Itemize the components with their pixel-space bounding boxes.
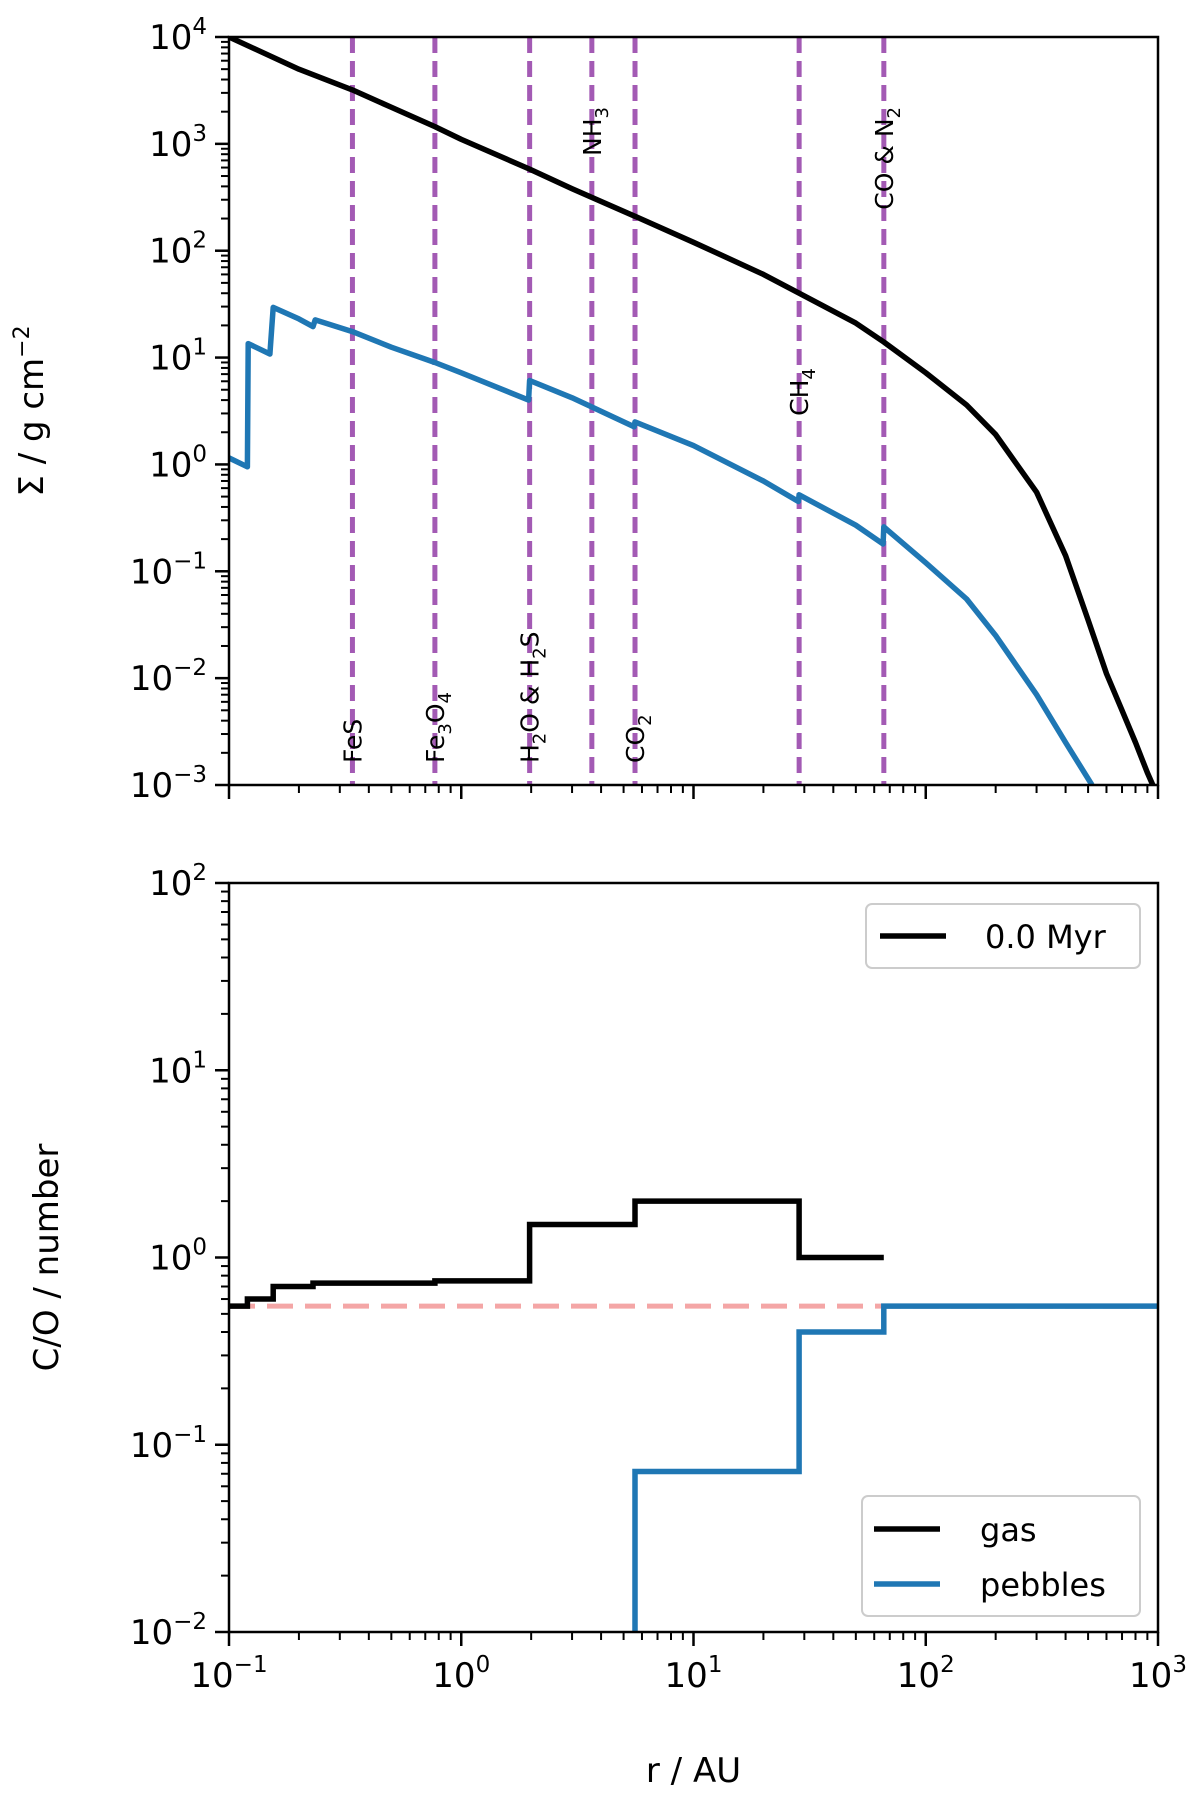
y-tick-label: 100 bbox=[149, 1235, 207, 1279]
tick-base: 10 bbox=[130, 1426, 173, 1466]
tick-base: 10 bbox=[149, 1239, 192, 1279]
x-axis-title: r / AU bbox=[646, 1751, 741, 1791]
y-tick-label: 102 bbox=[149, 228, 207, 272]
snowline-label-part: CH bbox=[785, 380, 814, 416]
series-pebbles-line bbox=[632, 1303, 1158, 1632]
tick-exponent: 0 bbox=[192, 441, 207, 467]
tick-exponent: 4 bbox=[192, 14, 207, 40]
tick-exponent: 3 bbox=[1172, 1652, 1187, 1678]
y-tick-label: 101 bbox=[149, 335, 207, 379]
snowline-label-part: 3 bbox=[435, 723, 456, 734]
tick-base: 10 bbox=[149, 18, 192, 58]
y-tick-label: 100 bbox=[149, 441, 207, 485]
tick-base: 10 bbox=[665, 1656, 708, 1696]
y-tick-label: 102 bbox=[149, 860, 207, 904]
snowline-label-part: NH bbox=[578, 118, 607, 156]
legend-gas-label: gas bbox=[980, 1511, 1037, 1549]
tick-base: 10 bbox=[149, 125, 192, 165]
x-tick-label: 102 bbox=[897, 1652, 955, 1696]
bottom-y-axis-title: C/O / number bbox=[27, 1144, 67, 1372]
snowline-label-part: H bbox=[516, 744, 545, 763]
y-tick-label: 101 bbox=[149, 1047, 207, 1091]
tick-exponent: 2 bbox=[192, 228, 207, 254]
series-gas-line bbox=[229, 1198, 884, 1309]
tick-exponent: −1 bbox=[173, 1422, 207, 1448]
tick-base: 10 bbox=[130, 552, 173, 592]
legend-species: gas pebbles bbox=[861, 1495, 1141, 1617]
series-pebbles-line bbox=[229, 304, 1095, 785]
top-y-axis-title: Σ / g cm−2 bbox=[10, 325, 52, 496]
snowline-label-part: CO & N bbox=[870, 118, 899, 209]
tick-base: 10 bbox=[130, 659, 173, 699]
x-tick-label: 103 bbox=[1129, 1652, 1187, 1696]
tick-exponent: −2 bbox=[173, 1609, 207, 1635]
snowline-label-part: 3 bbox=[592, 107, 613, 118]
snowline-label-part: S bbox=[516, 632, 545, 648]
y-tick-label: 103 bbox=[149, 121, 207, 165]
snowline-label-part: 2 bbox=[530, 733, 551, 744]
legend-pebbles-label: pebbles bbox=[980, 1566, 1106, 1604]
snowline-label: NH3 bbox=[578, 107, 613, 156]
y-tick-label: 10−1 bbox=[130, 548, 207, 592]
tick-exponent: 1 bbox=[708, 1652, 723, 1678]
tick-exponent: −1 bbox=[173, 548, 207, 574]
snowline-label-part: FeS bbox=[338, 719, 367, 763]
snowline-label-part: O bbox=[421, 703, 450, 723]
legend-time: 0.0 Myr bbox=[865, 903, 1141, 969]
tick-exponent: −3 bbox=[173, 762, 207, 788]
x-tick-label: 101 bbox=[665, 1652, 723, 1696]
snowline-label-part: 4 bbox=[435, 692, 456, 703]
tick-exponent: −1 bbox=[234, 1652, 268, 1678]
bottom-curves bbox=[229, 1198, 1158, 1632]
tick-base: 10 bbox=[149, 864, 192, 904]
snowline-label-part: O & H bbox=[516, 659, 545, 733]
y-tick-label: 104 bbox=[149, 14, 207, 58]
tick-exponent: 2 bbox=[192, 860, 207, 886]
snowline-label-part: 4 bbox=[799, 368, 820, 379]
snowline-label-part: Fe bbox=[421, 735, 450, 763]
legend-time-box bbox=[865, 903, 1141, 969]
tick-exponent: −2 bbox=[173, 655, 207, 681]
y-tick-label: 10−1 bbox=[130, 1422, 207, 1466]
y-tick-label: 10−2 bbox=[130, 1609, 207, 1653]
tick-base: 10 bbox=[149, 1051, 192, 1091]
tick-base: 10 bbox=[149, 445, 192, 485]
series-gas-line bbox=[229, 37, 1156, 785]
tick-base: 10 bbox=[897, 1656, 940, 1696]
snowline-label-part: 2 bbox=[884, 107, 905, 118]
snowline-label: CO2 bbox=[621, 714, 656, 763]
top-y-axis-title-main: Σ / g cm bbox=[12, 358, 52, 497]
tick-exponent: 0 bbox=[476, 1652, 491, 1678]
snowline-label: H2O & H2S bbox=[516, 632, 551, 763]
x-tick-label: 100 bbox=[432, 1652, 490, 1696]
top-curves bbox=[229, 37, 1156, 785]
tick-base: 10 bbox=[130, 766, 173, 806]
snowline-label-part: 2 bbox=[530, 647, 551, 658]
tick-base: 10 bbox=[149, 339, 192, 379]
tick-exponent: 1 bbox=[192, 335, 207, 361]
top-y-axis-title-exp: −2 bbox=[10, 325, 35, 357]
tick-exponent: 2 bbox=[940, 1652, 955, 1678]
y-tick-label: 10−2 bbox=[130, 655, 207, 699]
snowline-label: Fe3O4 bbox=[421, 692, 456, 763]
snowline-label-part: CO bbox=[621, 726, 650, 763]
x-tick-label: 10−1 bbox=[190, 1652, 267, 1696]
snowline-label-part: 2 bbox=[635, 714, 656, 725]
tick-base: 10 bbox=[432, 1656, 475, 1696]
tick-base: 10 bbox=[130, 1613, 173, 1653]
tick-base: 10 bbox=[149, 232, 192, 272]
tick-exponent: 1 bbox=[192, 1047, 207, 1073]
tick-base: 10 bbox=[1129, 1656, 1172, 1696]
snowline-label: FeS bbox=[338, 719, 367, 763]
legend-time-label: 0.0 Myr bbox=[985, 918, 1107, 956]
tick-base: 10 bbox=[190, 1656, 233, 1696]
snowline-label: CO & N2 bbox=[870, 107, 905, 210]
tick-exponent: 3 bbox=[192, 121, 207, 147]
snowline-label: CH4 bbox=[785, 368, 820, 416]
tick-exponent: 0 bbox=[192, 1235, 207, 1261]
y-tick-label: 10−3 bbox=[130, 762, 207, 806]
